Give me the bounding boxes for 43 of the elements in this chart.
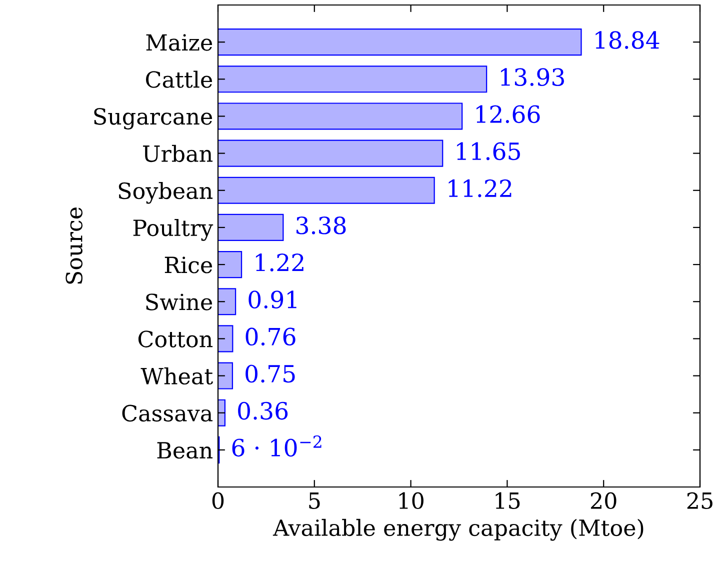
y-tick-label: Urban [143,144,213,162]
data-label: 0.75 [246,364,295,383]
x-tick-label: 0 [212,492,224,510]
y-tick-label: Poultry [133,219,214,241]
bar [218,214,284,241]
y-tick-label: Bean [157,442,213,459]
x-tick-label: 20 [590,492,616,510]
y-tick-label: Wheat [140,367,213,385]
data-label: 11.22 [448,179,512,198]
x-tick-label: 25 [687,492,712,510]
y-tick-label: Cotton [138,330,213,348]
y-tick-label: Cassava [122,404,213,422]
bar [218,288,236,316]
x-tick-label: 10 [399,492,424,510]
y-tick-label: Sugarcane [94,108,212,130]
data-label: 6 · 10$^{−2}$ [232,435,322,457]
bar [218,66,488,93]
data-label: 1.22 [256,254,304,272]
bar [218,251,242,278]
data-label: 0.91 [248,290,296,308]
bar [218,362,234,390]
bar [218,399,226,426]
data-label: 3.38 [296,216,346,234]
y-tick-label: Soybean [118,182,213,204]
bar [218,140,444,167]
y-tick-label: Rice [164,256,212,274]
data-label: 12.66 [476,105,540,124]
data-label: 0.36 [238,402,288,420]
y-tick-label: Swine [146,294,212,310]
x-tick-label: 5 [309,492,320,510]
data-label: 0.76 [246,328,296,346]
x-axis-title: Available energy capacity (Mtoe) [272,518,644,541]
bar [218,176,435,204]
y-axis-title: Source [66,208,82,284]
y-tick-label: Maize [146,34,212,51]
x-tick-label: 15 [496,492,520,510]
bar [218,102,463,130]
data-label: 11.65 [457,142,520,160]
bar [218,325,234,352]
data-label: 13.93 [501,68,564,86]
y-tick-label: Cattle [146,70,212,88]
bar [218,28,582,56]
data-label: 18.84 [596,31,660,49]
